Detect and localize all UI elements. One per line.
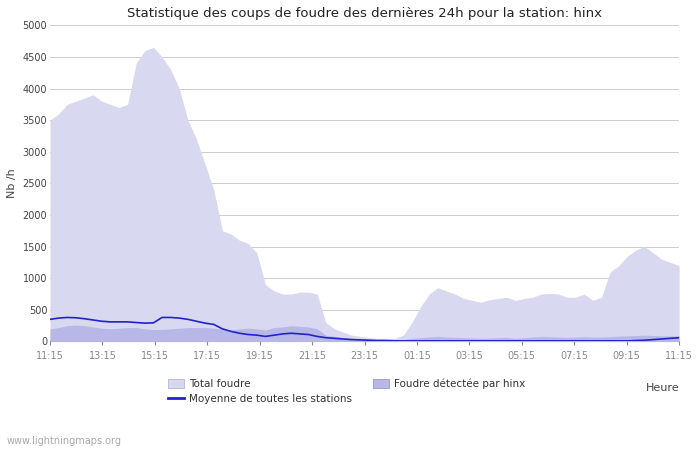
- Text: www.lightningmaps.org: www.lightningmaps.org: [7, 436, 122, 446]
- Text: Heure: Heure: [645, 382, 679, 392]
- Title: Statistique des coups de foudre des dernières 24h pour la station: hinx: Statistique des coups de foudre des dern…: [127, 7, 602, 20]
- Legend: Total foudre, Moyenne de toutes les stations, Foudre détectée par hinx: Total foudre, Moyenne de toutes les stat…: [169, 378, 525, 404]
- Y-axis label: Nb /h: Nb /h: [7, 168, 17, 198]
